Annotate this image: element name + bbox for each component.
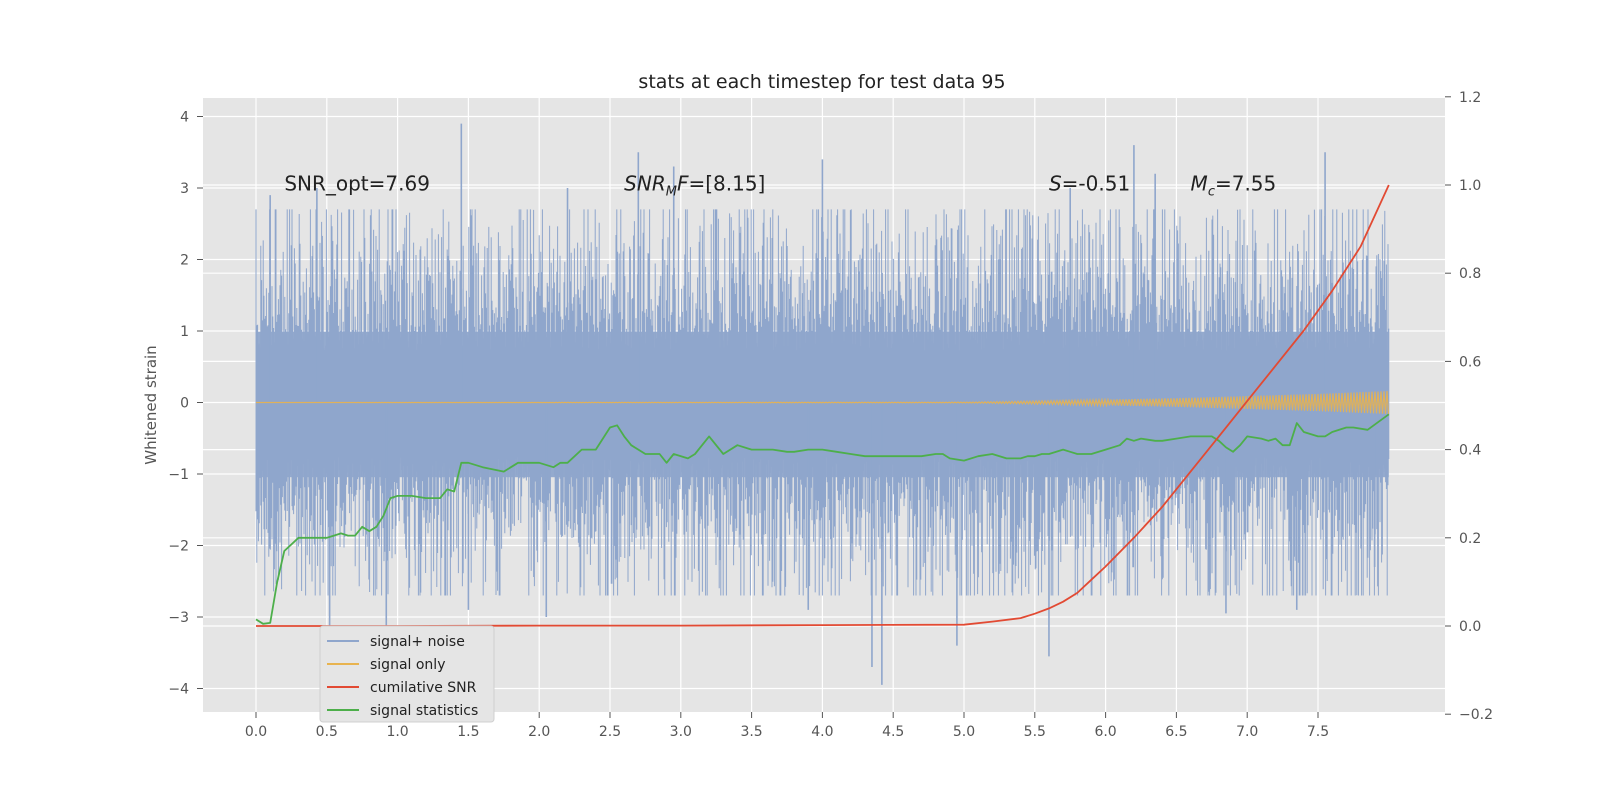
- y-tick-label: −3: [168, 610, 189, 626]
- annotation-text: Mc=7.55: [1191, 171, 1277, 199]
- legend-label: signal+ noise: [370, 634, 465, 650]
- x-tick-label: 5.5: [1024, 724, 1046, 740]
- y-tick-label: −4: [168, 682, 189, 698]
- x-tick-label: 4.5: [882, 724, 904, 740]
- y-tick-label: −1: [168, 467, 189, 483]
- y-tick-label: 0: [180, 396, 189, 412]
- x-tick-label: 0.0: [245, 724, 267, 740]
- y-tick-label: 2: [180, 253, 189, 269]
- y2-tick-label: −0.2: [1459, 707, 1493, 723]
- x-tick-label: 3.5: [740, 724, 762, 740]
- x-tick-label: 2.5: [599, 724, 621, 740]
- y2-tick-label: 0.2: [1459, 531, 1481, 547]
- x-tick-label: 7.5: [1307, 724, 1329, 740]
- x-tick-label: 1.5: [457, 724, 479, 740]
- signal-only-trace: [256, 391, 1390, 414]
- legend: signal+ noise signal only cumilative SNR si…: [319, 625, 495, 723]
- legend-label: signal only: [370, 657, 445, 673]
- y-tick-label: 3: [180, 181, 189, 197]
- y2-tick-label: 0.6: [1459, 354, 1481, 370]
- annotation-layer: SNR_opt=7.69 SNRMF=[8.15] S=-0.51 Mc=7.55: [284, 171, 1276, 199]
- y-tick-label: 4: [180, 110, 189, 126]
- legend-label: cumilative SNR: [370, 680, 477, 696]
- legend-frame: [319, 625, 495, 723]
- signal-statistics-line: [255, 413, 1390, 625]
- legend-label: signal statistics: [370, 703, 478, 719]
- x-tick-label: 4.0: [811, 724, 833, 740]
- x-tick-label: 2.0: [528, 724, 550, 740]
- y2-tick-label: 1.0: [1459, 178, 1481, 194]
- x-tick-label: 5.0: [953, 724, 975, 740]
- x-tick-label: 0.5: [316, 724, 338, 740]
- x-tick-label: 3.0: [670, 724, 692, 740]
- annotation-text: SNR_opt=7.69: [284, 171, 430, 195]
- chart-title: stats at each timestep for test data 95: [638, 71, 1005, 93]
- x-tick-label: 1.0: [386, 724, 408, 740]
- y2-tick-label: 0.0: [1459, 619, 1481, 635]
- y2-tick-label: 0.8: [1459, 266, 1481, 282]
- annotation-text: S=-0.51: [1049, 171, 1130, 195]
- y2-tick-label: 0.4: [1459, 443, 1481, 459]
- axis-layer: 0.0 0.5 1.0 1.5 2.0 2.5 3.0 3.5 4.0 4.5 5.0 5.5 6.0 6…: [168, 90, 1493, 740]
- y-tick-label: 1: [180, 324, 189, 340]
- x-tick-label: 7.0: [1236, 724, 1258, 740]
- x-tick-label: 6.0: [1094, 724, 1116, 740]
- y-axis-label: Whitened strain: [142, 345, 160, 464]
- cumulative-snr-line: [256, 184, 1390, 627]
- y-tick-label: −2: [168, 539, 189, 555]
- y2-tick-label: 1.2: [1459, 90, 1481, 106]
- line-layer: [255, 184, 1390, 627]
- annotation-text: SNRMF=[8.15]: [624, 171, 765, 199]
- signal-only-layer: [256, 391, 1390, 414]
- x-tick-label: 6.5: [1165, 724, 1187, 740]
